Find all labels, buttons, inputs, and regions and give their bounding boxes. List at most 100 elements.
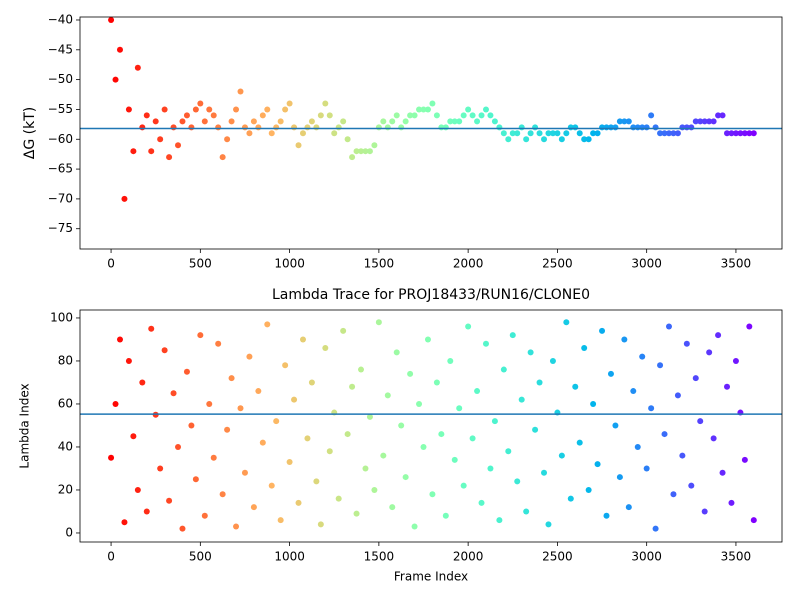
data-point <box>175 142 182 149</box>
data-point <box>416 106 423 113</box>
data-point <box>192 476 199 483</box>
x-tick-label: 1500 <box>364 550 395 564</box>
y-tick-label: −45 <box>48 42 73 56</box>
data-point <box>509 130 516 137</box>
x-tick-label: 3000 <box>631 257 662 271</box>
data-point <box>433 112 440 119</box>
data-point <box>291 396 298 403</box>
data-point <box>643 124 650 131</box>
data-point <box>398 124 405 131</box>
data-point <box>581 345 588 352</box>
y-tick-label: −55 <box>48 102 73 116</box>
data-point <box>518 124 525 131</box>
data-point <box>715 332 722 339</box>
data-point <box>567 495 574 502</box>
data-point <box>273 418 280 425</box>
data-point <box>732 357 739 364</box>
data-point <box>728 499 735 506</box>
data-point <box>616 474 623 481</box>
y-tick-label: −75 <box>48 221 73 235</box>
data-point <box>282 106 289 113</box>
data-point <box>590 130 597 137</box>
data-point <box>237 405 244 412</box>
data-point <box>594 461 601 468</box>
data-point <box>286 100 293 107</box>
data-point <box>719 469 726 476</box>
data-point <box>273 124 280 131</box>
data-point <box>362 465 369 472</box>
plot-area <box>80 17 782 202</box>
data-point <box>420 443 427 450</box>
data-point <box>130 433 137 440</box>
data-point <box>474 118 481 125</box>
data-point <box>478 112 485 119</box>
data-point <box>161 347 168 354</box>
data-point <box>621 118 628 125</box>
data-point <box>331 130 338 137</box>
data-point <box>317 112 324 119</box>
data-point <box>665 323 672 330</box>
data-point <box>657 130 664 137</box>
data-point <box>134 64 141 71</box>
data-point <box>469 435 476 442</box>
data-point <box>670 130 677 137</box>
y-tick-label: −60 <box>48 132 73 146</box>
data-point <box>616 118 623 125</box>
y-tick-label: −50 <box>48 72 73 86</box>
data-point <box>313 478 320 485</box>
data-point <box>469 112 476 119</box>
data-point <box>750 130 757 137</box>
axes-frame <box>79 16 783 250</box>
y-tick-label: 0 <box>65 525 73 539</box>
data-point <box>179 525 186 532</box>
data-point <box>661 431 668 438</box>
data-point <box>197 332 204 339</box>
x-tick-label: 1000 <box>274 257 305 271</box>
data-point <box>710 118 717 125</box>
data-point <box>541 136 548 143</box>
data-point <box>607 370 614 377</box>
data-point <box>121 519 128 526</box>
data-point <box>152 118 159 125</box>
data-point <box>465 323 472 330</box>
data-point <box>523 136 530 143</box>
y-tick-label: 60 <box>58 396 73 410</box>
data-point <box>482 106 489 113</box>
data-point <box>487 465 494 472</box>
data-point <box>219 154 226 161</box>
data-point <box>536 379 543 386</box>
data-point <box>299 130 306 137</box>
data-point <box>407 112 414 119</box>
data-point <box>308 118 315 125</box>
data-point <box>505 448 512 455</box>
data-point <box>683 340 690 347</box>
data-point <box>326 448 333 455</box>
x-tick-label: 0 <box>107 550 115 564</box>
data-point <box>371 486 378 493</box>
y-tick-label: −70 <box>48 191 73 205</box>
data-point <box>710 435 717 442</box>
data-point <box>416 400 423 407</box>
data-point <box>442 124 449 131</box>
data-point <box>366 413 373 420</box>
data-point <box>719 112 726 119</box>
data-point <box>108 17 115 23</box>
data-point <box>500 366 507 373</box>
x-tick-label: 1000 <box>274 550 305 564</box>
y-tick-label: 80 <box>58 353 73 367</box>
data-point <box>724 383 731 390</box>
data-point <box>612 422 619 429</box>
data-point <box>322 345 329 352</box>
data-point <box>706 349 713 356</box>
x-tick-label: 2000 <box>453 257 484 271</box>
x-tick-label: 500 <box>189 550 212 564</box>
data-point <box>264 321 271 328</box>
data-point <box>237 88 244 95</box>
data-point <box>166 497 173 504</box>
data-point <box>295 142 302 149</box>
x-tick-label: 2000 <box>453 550 484 564</box>
data-point <box>393 349 400 356</box>
data-point <box>353 510 360 517</box>
data-point <box>549 357 556 364</box>
